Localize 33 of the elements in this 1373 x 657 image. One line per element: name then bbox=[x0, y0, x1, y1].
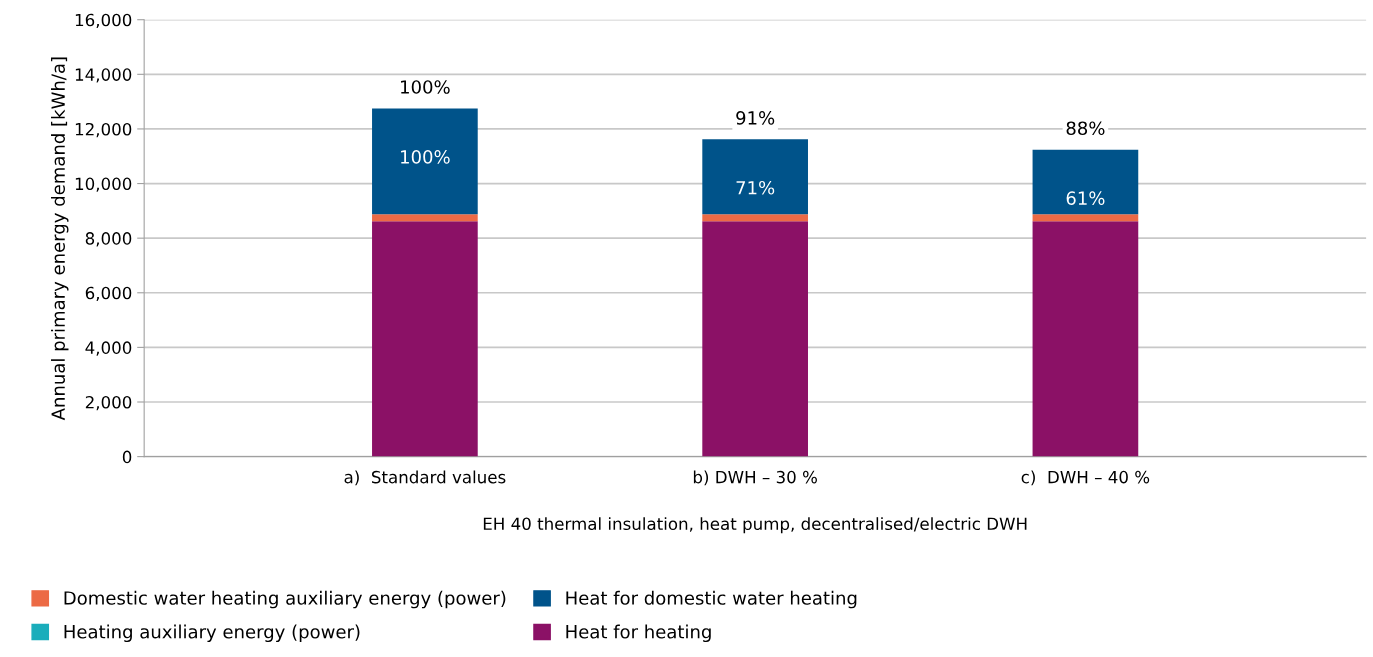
legend-label: Heat for heating bbox=[566, 624, 711, 643]
bar bbox=[1032, 149, 1139, 215]
y-tick-label: 14,000 bbox=[75, 68, 132, 83]
y-tick-label: 0 bbox=[122, 450, 132, 464]
annotation: 71% bbox=[736, 180, 775, 195]
annotation: 100% bbox=[401, 150, 450, 164]
bar bbox=[372, 221, 478, 457]
bar bbox=[372, 214, 478, 222]
y-tick-label: 10,000 bbox=[75, 177, 132, 192]
y-tick-label: 12,000 bbox=[75, 122, 132, 138]
y-tick-label: 2,000 bbox=[85, 395, 132, 411]
y-axis-title: Annual primary energy demand [kWh/a] bbox=[51, 57, 69, 421]
x-tick-label: a) Standard values bbox=[344, 470, 506, 486]
y-tick-label: 16,000 bbox=[75, 13, 132, 28]
x-tick-label: b) DWH – 30 % bbox=[693, 470, 817, 486]
y-tick-label: 8,000 bbox=[85, 232, 132, 247]
y-tick-label: 4,000 bbox=[85, 341, 132, 356]
annotation: 61% bbox=[1066, 191, 1105, 205]
x-tick-label: c) DWH – 40 % bbox=[1021, 470, 1150, 486]
annotation: 100% bbox=[401, 80, 450, 94]
bar bbox=[372, 108, 478, 215]
annotation: 91% bbox=[736, 111, 775, 125]
y-tick-label: 6,000 bbox=[85, 286, 132, 302]
bar bbox=[702, 221, 808, 457]
x-axis-title: EH 40 thermal insulation, heat pump, decentralised/electric DWH bbox=[483, 517, 1027, 534]
bar bbox=[1032, 214, 1139, 222]
legend-label: Heating auxiliary energy (power) bbox=[64, 624, 360, 643]
legend-label: Heat for domestic water heating bbox=[566, 590, 857, 609]
legend-label: Domestic water heating auxiliary energy (power) bbox=[64, 590, 506, 609]
bar bbox=[1032, 221, 1139, 457]
annotation: 88% bbox=[1066, 121, 1105, 136]
bar bbox=[702, 139, 808, 215]
bar bbox=[702, 214, 808, 222]
